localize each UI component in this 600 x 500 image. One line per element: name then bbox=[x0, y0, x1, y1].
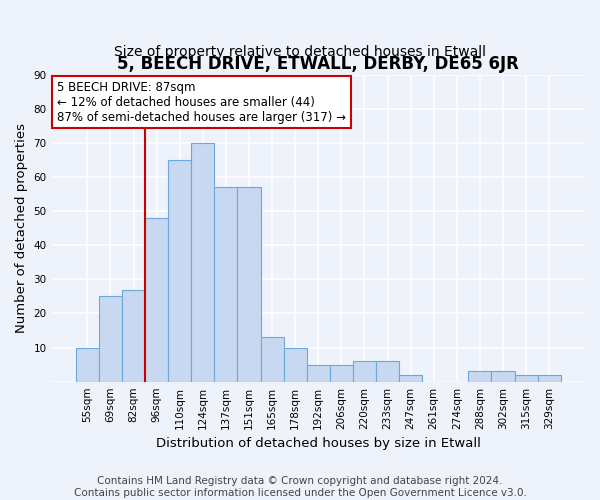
Bar bbox=[376, 361, 399, 382]
Bar bbox=[122, 290, 145, 382]
Bar bbox=[469, 372, 491, 382]
Bar bbox=[214, 187, 238, 382]
Bar bbox=[538, 375, 561, 382]
Bar bbox=[284, 348, 307, 382]
Bar bbox=[168, 160, 191, 382]
X-axis label: Distribution of detached houses by size in Etwall: Distribution of detached houses by size … bbox=[156, 437, 481, 450]
Bar bbox=[145, 218, 168, 382]
Bar bbox=[76, 348, 99, 382]
Bar bbox=[307, 364, 330, 382]
Bar bbox=[191, 143, 214, 382]
Bar bbox=[399, 375, 422, 382]
Text: Size of property relative to detached houses in Etwall: Size of property relative to detached ho… bbox=[114, 45, 486, 59]
Bar bbox=[491, 372, 515, 382]
Text: 5 BEECH DRIVE: 87sqm
← 12% of detached houses are smaller (44)
87% of semi-detac: 5 BEECH DRIVE: 87sqm ← 12% of detached h… bbox=[57, 80, 346, 124]
Bar bbox=[515, 375, 538, 382]
Bar bbox=[238, 187, 260, 382]
Y-axis label: Number of detached properties: Number of detached properties bbox=[15, 123, 28, 333]
Bar bbox=[353, 361, 376, 382]
Title: 5, BEECH DRIVE, ETWALL, DERBY, DE65 6JR: 5, BEECH DRIVE, ETWALL, DERBY, DE65 6JR bbox=[118, 55, 519, 73]
Bar bbox=[260, 338, 284, 382]
Bar bbox=[330, 364, 353, 382]
Text: Contains HM Land Registry data © Crown copyright and database right 2024.
Contai: Contains HM Land Registry data © Crown c… bbox=[74, 476, 526, 498]
Bar bbox=[99, 296, 122, 382]
